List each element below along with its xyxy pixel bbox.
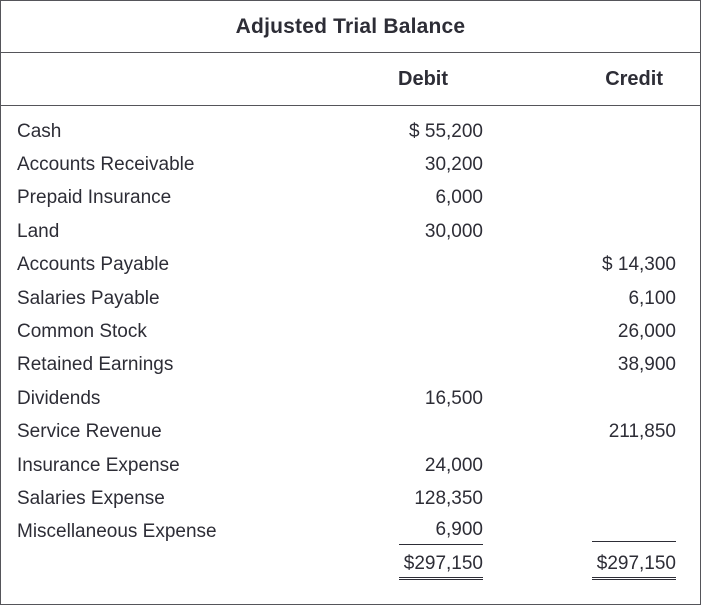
account-name: Miscellaneous Expense	[17, 521, 217, 543]
debit-amount: 30,000	[424, 220, 483, 242]
debit-amount: 128,350	[414, 487, 483, 509]
debit-amount: 24,000	[424, 454, 483, 476]
debit-amount: 6,000	[435, 187, 483, 209]
credit-amount	[483, 154, 676, 176]
credit-amount	[483, 521, 676, 543]
account-name: Salaries Payable	[17, 287, 160, 309]
account-name: Salaries Expense	[17, 487, 165, 509]
account-name: Retained Earnings	[17, 354, 174, 376]
debit-amount: 16,500	[424, 387, 483, 409]
credit-amount	[483, 455, 676, 477]
table-body: Cash $ 55,200 Accounts Receivable 30,200…	[1, 106, 700, 583]
account-name: Prepaid Insurance	[17, 187, 172, 209]
table-row: Prepaid Insurance 6,000	[17, 182, 676, 215]
table-row: Common Stock 26,000	[17, 315, 676, 348]
debit-amount	[363, 354, 483, 376]
debit-amount	[363, 288, 483, 310]
account-name: Land	[17, 220, 60, 242]
account-name: Insurance Expense	[17, 454, 180, 476]
credit-column-header: Credit	[605, 67, 663, 90]
table-row: Miscellaneous Expense 6,900	[17, 516, 676, 549]
credit-amount	[483, 388, 676, 410]
column-header-row: Debit Credit	[1, 53, 700, 106]
table-row: Salaries Expense 128,350	[17, 482, 676, 515]
credit-total: $297,150	[483, 553, 676, 581]
account-name: Common Stock	[17, 321, 147, 343]
table-row: Insurance Expense 24,000	[17, 449, 676, 482]
account-name: Service Revenue	[17, 421, 162, 443]
credit-amount	[483, 121, 676, 143]
credit-amount	[483, 488, 676, 510]
debit-amount: 30,200	[424, 154, 483, 176]
table-title-bar: Adjusted Trial Balance	[1, 1, 700, 53]
credit-amount: 26,000	[617, 321, 676, 343]
credit-amount	[483, 187, 676, 209]
debit-amount	[363, 321, 483, 343]
credit-amount: 6,100	[628, 287, 676, 309]
totals-row: $297,150 $297,150	[17, 550, 676, 583]
page-title: Adjusted Trial Balance	[235, 14, 466, 38]
table-row: Accounts Payable $ 14,300	[17, 249, 676, 282]
table-row: Dividends 16,500	[17, 382, 676, 415]
table-row: Salaries Payable 6,100	[17, 282, 676, 315]
account-name: Accounts Payable	[17, 254, 170, 276]
credit-amount: 38,900	[617, 354, 676, 376]
account-name: Cash	[17, 120, 62, 142]
credit-amount: $ 14,300	[602, 254, 676, 276]
debit-amount	[363, 254, 483, 276]
debit-amount: 6,900	[363, 519, 483, 546]
table-row: Accounts Receivable 30,200	[17, 148, 676, 181]
table-row: Retained Earnings 38,900	[17, 349, 676, 382]
account-name: Accounts Receivable	[17, 154, 195, 176]
debit-amount: $ 55,200	[409, 120, 483, 142]
table-row: Land 30,000	[17, 215, 676, 248]
credit-amount: 211,850	[608, 421, 676, 443]
debit-column-header: Debit	[398, 67, 448, 90]
debit-amount	[363, 421, 483, 443]
credit-amount	[483, 221, 676, 243]
debit-total: $297,150	[363, 553, 483, 581]
table-row: Cash $ 55,200	[17, 115, 676, 148]
account-name: Dividends	[17, 387, 101, 409]
table-row: Service Revenue 211,850	[17, 416, 676, 449]
